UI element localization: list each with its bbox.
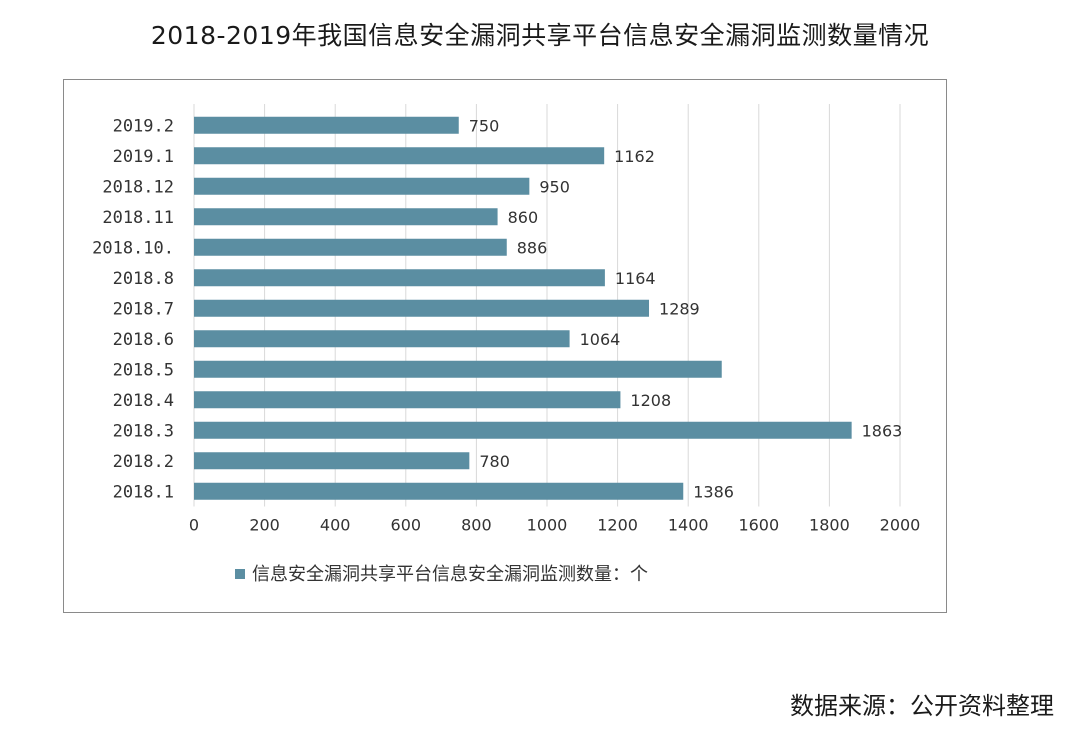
page-title: 2018-2019年我国信息安全漏洞共享平台信息安全漏洞监测数量情况: [150, 21, 930, 50]
data-label: 1863: [862, 421, 903, 440]
category-label: 2018.1: [113, 482, 174, 502]
category-label: 2018.2: [113, 452, 174, 472]
category-label: 2018.12: [102, 177, 174, 197]
x-tick-label: 1600: [738, 516, 779, 535]
x-tick-label: 1200: [597, 516, 638, 535]
bar: [194, 421, 852, 439]
category-label: 2018.8: [113, 269, 174, 289]
category-label: 2018.11: [102, 208, 174, 228]
bar: [194, 330, 570, 348]
x-tick-label: 1800: [809, 516, 850, 535]
x-tick-label: 200: [249, 516, 280, 535]
category-label: 2018.3: [113, 421, 174, 441]
category-label: 2018.4: [113, 391, 174, 411]
category-label: 2018.5: [113, 360, 174, 380]
data-label: 1162: [614, 147, 655, 166]
bar: [194, 238, 507, 256]
x-tick-label: 800: [461, 516, 492, 535]
category-label: 2018.10.: [92, 238, 174, 258]
category-labels: 2019.2 2019.1 2018.12 2018.11 2018.10. 2018.8…: [92, 116, 174, 502]
data-label: 750: [469, 116, 500, 135]
data-label: 950: [539, 177, 570, 196]
data-label: 1289: [659, 299, 700, 318]
bar: [194, 147, 605, 165]
x-tick-label: 400: [320, 516, 351, 535]
bar: [194, 482, 684, 500]
data-label: 860: [508, 208, 539, 227]
x-tick-label: 600: [391, 516, 422, 535]
chart-frame: 750 1162 950 860 886 1164 1289 1064 1208 1863 780 1…: [63, 79, 947, 613]
bars: [194, 116, 852, 500]
bar: [194, 299, 650, 317]
source-note: 数据来源：公开资料整理: [790, 692, 1054, 720]
category-label: 2019.1: [113, 147, 174, 167]
data-label: 780: [479, 452, 510, 471]
x-tick-label: 0: [189, 516, 199, 535]
bar: [194, 116, 459, 134]
data-label: 1164: [615, 269, 656, 288]
data-label: 1386: [693, 482, 734, 501]
x-tick-label: 1000: [527, 516, 568, 535]
legend-label: 信息安全漏洞共享平台信息安全漏洞监测数量：个: [252, 564, 648, 585]
data-label: 1064: [580, 330, 621, 349]
bar: [194, 177, 530, 195]
bar: [194, 208, 498, 226]
legend-swatch: [235, 569, 245, 579]
category-label: 2019.2: [113, 116, 174, 136]
bar: [194, 360, 722, 378]
x-tick-label: 2000: [880, 516, 921, 535]
data-label: 886: [517, 238, 548, 257]
legend: 信息安全漏洞共享平台信息安全漏洞监测数量：个: [235, 564, 648, 585]
x-tick-labels: 0 200 400 600 800 1000 1200 1400 1600 1800 2000: [189, 516, 920, 535]
x-tick-label: 1400: [668, 516, 709, 535]
bar: [194, 452, 470, 470]
data-label: 1208: [630, 391, 671, 410]
bar: [194, 269, 605, 287]
category-label: 2018.6: [113, 330, 174, 350]
category-label: 2018.7: [113, 299, 174, 319]
bar: [194, 391, 621, 409]
